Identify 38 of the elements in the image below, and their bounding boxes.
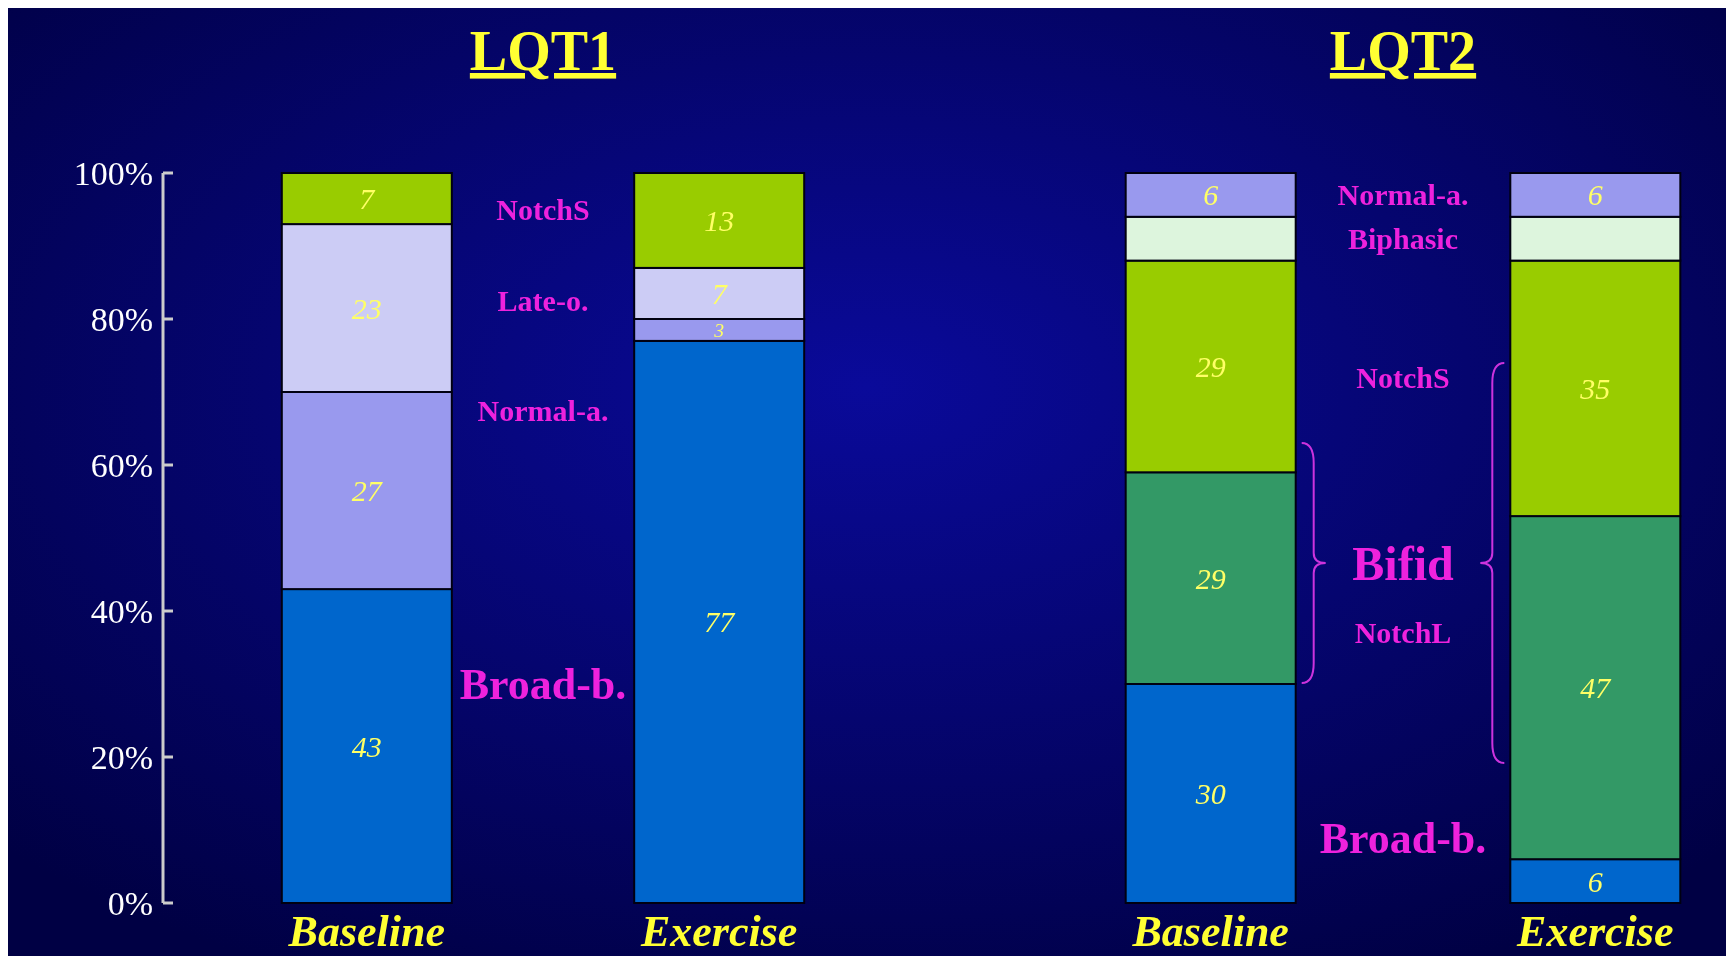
y-tick-label: 80% <box>90 300 153 338</box>
series-label: Biphasic <box>1347 222 1459 256</box>
text: NotchS <box>1356 360 1450 394</box>
data-label: 7 <box>711 276 729 310</box>
y-tick-label: 100% <box>73 154 153 192</box>
data-label: 35 <box>1579 371 1611 405</box>
x-tick-label: Exercise <box>639 907 798 956</box>
data-label: 7 <box>359 182 377 216</box>
data-label: 47 <box>1580 671 1613 705</box>
data-label: 29 <box>1195 349 1226 383</box>
data-label: 6 <box>1203 178 1219 212</box>
chart-title: LQT2 <box>1329 20 1477 82</box>
x-tick-label: Baseline <box>1131 907 1289 956</box>
chart-title: LQT1 <box>469 20 617 82</box>
annotation: Bifid <box>1352 536 1454 590</box>
data-label: 6 <box>1587 864 1603 898</box>
data-label: 77 <box>704 605 737 639</box>
series-label: Broad-b. <box>1319 813 1487 863</box>
data-label: 27 <box>351 474 384 508</box>
data-label: 43 <box>351 729 382 763</box>
data-label: 13 <box>704 203 735 237</box>
data-label: 23 <box>351 291 382 325</box>
y-tick-label: 0% <box>107 884 153 922</box>
y-tick-label: 20% <box>90 738 153 776</box>
series-label: NotchL <box>1354 616 1452 650</box>
y-tick-label: 60% <box>90 446 153 484</box>
x-tick-label: Exercise <box>1516 907 1674 956</box>
x-tick-label: Baseline <box>287 907 446 956</box>
series-label: Normal-a. <box>1337 178 1469 212</box>
data-label: 3 <box>713 318 725 341</box>
series-label: Broad-b. <box>459 660 627 710</box>
series-label: Late-o. <box>497 284 589 318</box>
data-label: 30 <box>1194 777 1226 810</box>
series-label: NotchS <box>496 193 590 226</box>
y-tick-label: 40% <box>90 592 153 630</box>
series-label: Normal-a. <box>477 393 609 427</box>
data-label: 29 <box>1195 561 1226 595</box>
data-label: 6 <box>1587 178 1603 212</box>
